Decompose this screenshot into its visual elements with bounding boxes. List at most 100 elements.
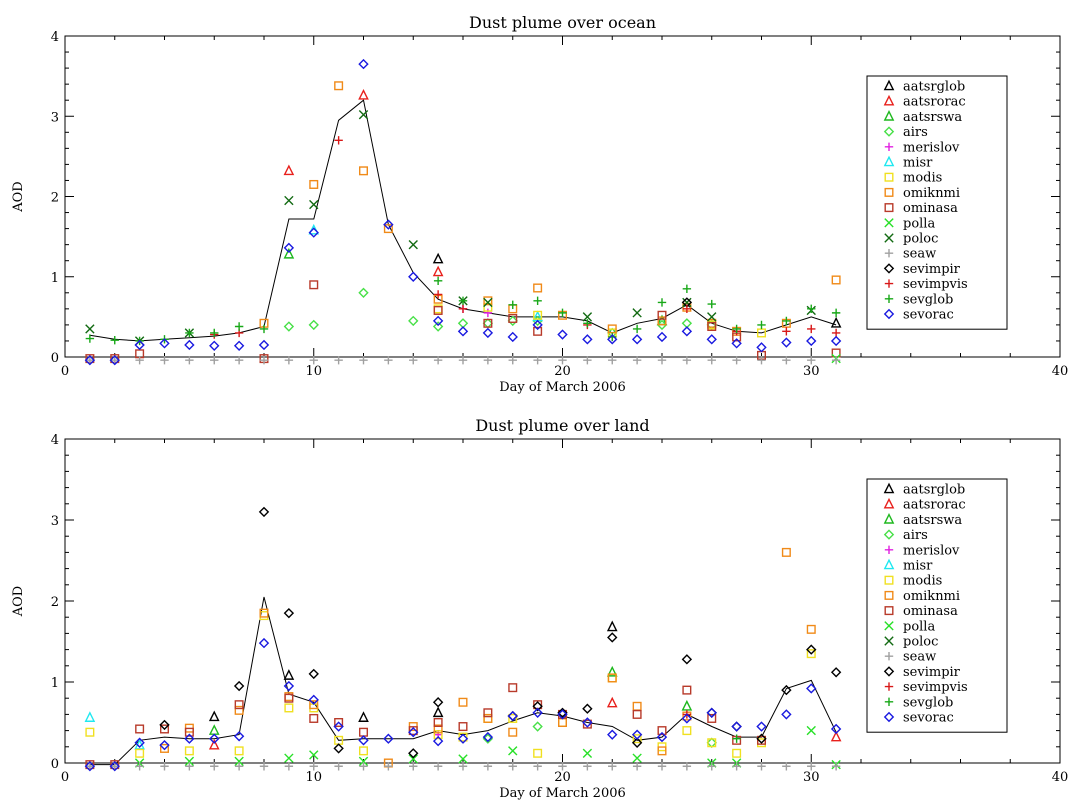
data-point-sevglob [657, 298, 667, 307]
data-point-seaw [458, 762, 468, 771]
data-point-omiknmi [309, 179, 319, 189]
data-point-sevimpir [432, 697, 444, 708]
legend-label: sevglob [903, 292, 953, 307]
legend-label: sevglob [903, 695, 953, 710]
x-tick-label: 40 [1052, 770, 1069, 785]
data-point-modis [533, 748, 543, 758]
data-point-seaw [259, 762, 269, 771]
data-point-omiknmi [657, 746, 667, 756]
data-point-sevorac [457, 733, 469, 744]
data-point-sevimpir [408, 748, 419, 759]
data-point-polla [632, 753, 642, 763]
data-point-sevimpvis [782, 327, 791, 336]
x-axis-label: Day of March 2006 [499, 380, 626, 395]
data-point-sevorac [532, 319, 543, 331]
data-point-modis [757, 328, 767, 338]
legend-label: misr [903, 156, 933, 171]
data-point-sevorac [383, 219, 394, 230]
data-point-seaw [384, 356, 393, 365]
data-point-omiknmi [383, 224, 393, 234]
data-point-ominasa [284, 693, 294, 703]
data-point-ominasa [433, 718, 443, 728]
y-tick-label: 3 [51, 110, 59, 125]
x-tick-label: 20 [554, 770, 571, 785]
series-ominasa [85, 280, 841, 364]
data-point-sevorac [607, 334, 618, 345]
data-point-sevimpvis [807, 324, 816, 334]
data-point-omiknmi [359, 166, 369, 176]
legend-marker-aatsrswa [883, 513, 895, 524]
data-point-sevglob [558, 308, 567, 318]
data-point-seaw [210, 762, 219, 771]
data-point-omiknmi [806, 624, 816, 634]
data-point-polla [806, 725, 816, 736]
data-point-sevorac [806, 335, 817, 347]
data-point-aatsrswa [606, 665, 618, 677]
data-point-seaw [234, 356, 244, 365]
data-point-seaw [732, 356, 741, 365]
data-point-modis [558, 718, 568, 728]
data-point-seaw [782, 762, 791, 771]
series-sevorac [84, 58, 842, 366]
data-point-sevglob [632, 324, 642, 334]
data-point-seaw [508, 762, 517, 771]
legend-marker-sevimpvis [884, 682, 894, 691]
data-point-omiknmi [483, 296, 493, 306]
data-point-airs [656, 319, 668, 331]
series-seaw [85, 762, 841, 771]
legend-marker-aatsrglob [883, 482, 895, 494]
data-point-airs [482, 318, 494, 329]
data-point-sevimpir [532, 701, 543, 712]
data-point-omiknmi [309, 700, 319, 710]
data-point-sevimpvis [682, 304, 692, 314]
x-axis-label: Day of March 2006 [499, 786, 626, 801]
legend-label: modis [903, 171, 942, 186]
data-point-polla [408, 754, 418, 764]
data-point-sevorac [631, 334, 643, 345]
data-point-seaw [558, 356, 567, 365]
data-point-seaw [110, 762, 119, 771]
data-point-poloc [483, 297, 493, 308]
data-point-seaw [831, 762, 841, 771]
data-point-omiknmi [657, 316, 667, 326]
data-point-sevorac [358, 735, 369, 746]
x-tick-label: 40 [1052, 364, 1069, 379]
data-point-aatsrorac [830, 730, 842, 742]
data-point-aatsrglob [432, 706, 444, 718]
data-point-sevorac [383, 733, 394, 744]
data-point-sevorac [681, 326, 693, 337]
legend-label: poloc [903, 635, 938, 650]
data-point-ominasa [508, 313, 518, 323]
legend-label: sevimpvis [903, 680, 968, 695]
data-point-sevglob [583, 319, 592, 328]
data-point-sevorac [159, 338, 170, 349]
data-point-omiknmi [458, 697, 468, 707]
data-point-ominasa [533, 326, 543, 336]
y-tick-label: 4 [51, 433, 59, 448]
legend-marker-airs [883, 529, 895, 540]
data-point-polla [234, 756, 244, 767]
legend-label: polla [903, 619, 935, 634]
data-point-seaw [583, 762, 592, 771]
data-point-seaw [807, 762, 816, 771]
data-point-polla [508, 746, 518, 756]
data-point-modis [632, 734, 642, 744]
chart-title: Dust plume over land [475, 416, 649, 435]
series-aatsrglob [432, 252, 842, 328]
x-tick-label: 0 [61, 364, 69, 379]
y-axis-label: AOD [11, 586, 26, 617]
data-point-modis [806, 649, 816, 659]
legend-label: aatsrorac [903, 498, 966, 513]
x-tick-label: 10 [305, 770, 322, 785]
y-tick-label: 2 [51, 191, 59, 206]
legend-box [866, 75, 1008, 330]
data-point-poloc [408, 239, 418, 250]
data-point-sevimpir [781, 684, 792, 696]
data-point-seaw [384, 762, 393, 771]
data-point-ominasa [234, 700, 244, 710]
data-point-aatsrorac [358, 89, 369, 100]
legend-marker-sevglob [884, 697, 894, 706]
data-point-seaw [682, 356, 692, 365]
data-point-sevimpir [507, 710, 518, 722]
